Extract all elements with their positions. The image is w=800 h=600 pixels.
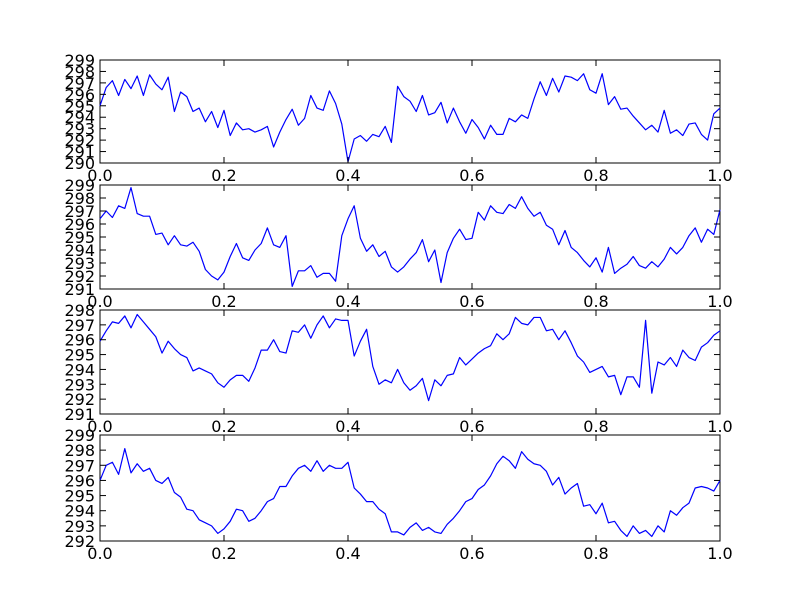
series-line bbox=[99, 73, 721, 163]
x-tick-label: 0.2 bbox=[211, 166, 236, 185]
y-tick-label: 297 bbox=[64, 456, 95, 475]
y-tick-label: 294 bbox=[64, 108, 95, 127]
x-tick-label: 0.6 bbox=[459, 417, 484, 436]
y-tick-label: 294 bbox=[64, 360, 95, 379]
y-tick-label: 291 bbox=[64, 280, 95, 299]
y-tick-label: 295 bbox=[64, 346, 95, 365]
y-tick-label: 293 bbox=[64, 517, 95, 536]
x-tick-label: 1.0 bbox=[707, 417, 732, 436]
y-tick-label: 292 bbox=[64, 532, 95, 551]
x-tick-label: 0.6 bbox=[459, 166, 484, 185]
subplots-container: 0.0 0.2 0.4 0.6 0.8 1.02902912922932942952962… bbox=[64, 51, 732, 563]
x-tick-label: 0.2 bbox=[211, 292, 236, 311]
y-tick-label: 294 bbox=[64, 502, 95, 521]
axes-frame bbox=[99, 59, 721, 164]
y-tick-label: 293 bbox=[64, 375, 95, 394]
x-tick-label: 0.2 bbox=[211, 417, 236, 436]
y-tick-label: 292 bbox=[64, 131, 95, 150]
y-tick-label: 291 bbox=[64, 405, 95, 424]
x-tick-label: 0.8 bbox=[583, 292, 608, 311]
y-tick-label: 297 bbox=[64, 74, 95, 93]
subplot-3: 0.0 0.2 0.4 0.6 0.8 1.0 2912922932942952962972… bbox=[64, 301, 732, 436]
x-tick-label: 0.0 bbox=[87, 292, 112, 311]
y-tick-label: 297 bbox=[64, 316, 95, 335]
y-tick-label: 298 bbox=[64, 441, 95, 460]
y-tick-label: 295 bbox=[64, 228, 95, 247]
y-tick-label: 299 bbox=[64, 426, 95, 445]
x-tick-label: 0.8 bbox=[583, 417, 608, 436]
axes-frame bbox=[99, 184, 721, 290]
x-tick-label: 0.0 bbox=[87, 166, 112, 185]
x-tick-label: 1.0 bbox=[707, 166, 732, 185]
y-tick-label: 292 bbox=[64, 390, 95, 409]
y-tick-label: 299 bbox=[64, 51, 95, 70]
x-tick-label: 0.4 bbox=[335, 292, 360, 311]
y-tick-label: 293 bbox=[64, 120, 95, 139]
x-tick-label: 0.8 bbox=[583, 544, 608, 563]
series-line bbox=[99, 313, 721, 402]
subplot-4: 0.0 0.2 0.4 0.6 0.8 1.0 2922932942952962972982… bbox=[64, 426, 732, 563]
y-tick-label: 298 bbox=[64, 189, 95, 208]
y-tick-label: 296 bbox=[64, 471, 95, 490]
x-tick-label: 0.8 bbox=[583, 166, 608, 185]
x-tick-label: 1.0 bbox=[707, 544, 732, 563]
y-tick-label: 296 bbox=[64, 331, 95, 350]
x-tick-label: 0.0 bbox=[87, 544, 112, 563]
y-tick-label: 293 bbox=[64, 254, 95, 273]
x-tick-label: 0.6 bbox=[459, 292, 484, 311]
y-tick-label: 295 bbox=[64, 97, 95, 116]
subplot-2: 0.0 0.2 0.4 0.6 0.8 1.02912922932942952962972… bbox=[64, 176, 732, 311]
y-tick-label: 295 bbox=[64, 487, 95, 506]
y-tick-label: 294 bbox=[64, 241, 95, 260]
y-tick-label: 296 bbox=[64, 215, 95, 234]
x-tick-label: 0.4 bbox=[335, 166, 360, 185]
series-line bbox=[99, 448, 721, 538]
y-tick-label: 291 bbox=[64, 143, 95, 162]
subplot-1: 0.0 0.2 0.4 0.6 0.8 1.02902912922932942952962… bbox=[64, 51, 732, 185]
y-tick-label: 297 bbox=[64, 202, 95, 221]
y-tick-label: 296 bbox=[64, 85, 95, 104]
x-tick-label: 0.4 bbox=[335, 544, 360, 563]
axes-frame bbox=[99, 309, 721, 415]
y-tick-label: 290 bbox=[64, 154, 95, 173]
x-tick-label: 0.6 bbox=[459, 544, 484, 563]
y-tick-label: 292 bbox=[64, 267, 95, 286]
y-tick-label: 298 bbox=[64, 301, 95, 320]
y-tick-label: 299 bbox=[64, 176, 95, 195]
y-tick-label: 298 bbox=[64, 62, 95, 81]
x-tick-label: 0.4 bbox=[335, 417, 360, 436]
series-line bbox=[99, 187, 721, 287]
x-tick-label: 0.2 bbox=[211, 544, 236, 563]
x-tick-label: 0.0 bbox=[87, 417, 112, 436]
axes-frame bbox=[99, 434, 721, 542]
x-tick-label: 1.0 bbox=[707, 292, 732, 311]
